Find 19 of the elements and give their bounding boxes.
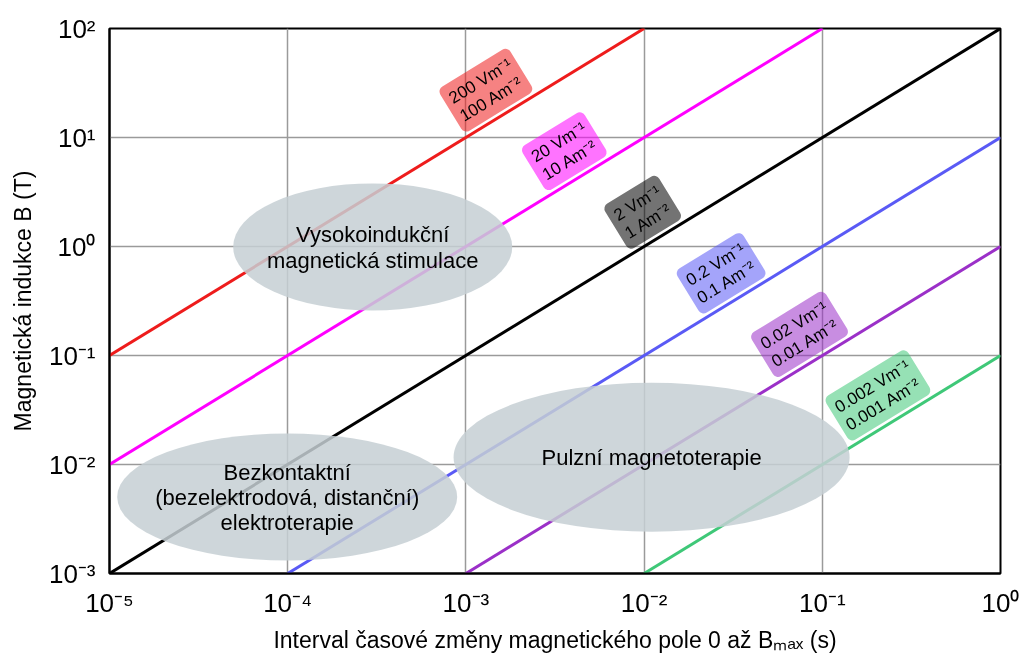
x-tick-label: 10⁻² <box>620 587 668 618</box>
y-tick-label: 10¹ <box>57 122 96 153</box>
y-tick-label: 10⁻¹ <box>48 340 96 371</box>
x-axis-title: Interval časové změny magnetického pole 0 až Bₘₐₓ (s) <box>273 626 837 653</box>
x-tick-label: 10⁰ <box>981 587 1020 618</box>
y-tick-label: 10² <box>57 13 96 44</box>
annotation: Vysokoindukční magnetická stimulace <box>266 221 479 273</box>
x-tick-label: 10⁻⁴ <box>263 587 313 618</box>
annotation: Pulzní magnetoterapie <box>541 444 762 470</box>
x-tick-label: 10⁻¹ <box>799 587 846 618</box>
text: 200 Vm⁻¹ 100 Am⁻² <box>445 54 526 126</box>
x-tick-label: 10⁻⁵ <box>85 587 134 618</box>
annotation: Bezkontaktní (bezelektrodová, distanční) elektroterapie <box>155 459 420 535</box>
text: 2 Vm⁻¹ 1 Am⁻² <box>610 181 675 243</box>
y-axis-title: Magnetická indukce B (T) <box>9 170 36 432</box>
y-tick-label: 10⁰ <box>57 231 96 262</box>
x-tick-label: 10⁻³ <box>442 587 490 618</box>
y-tick-label: 10⁻³ <box>48 558 96 589</box>
y-tick-label: 10⁻² <box>48 449 96 480</box>
